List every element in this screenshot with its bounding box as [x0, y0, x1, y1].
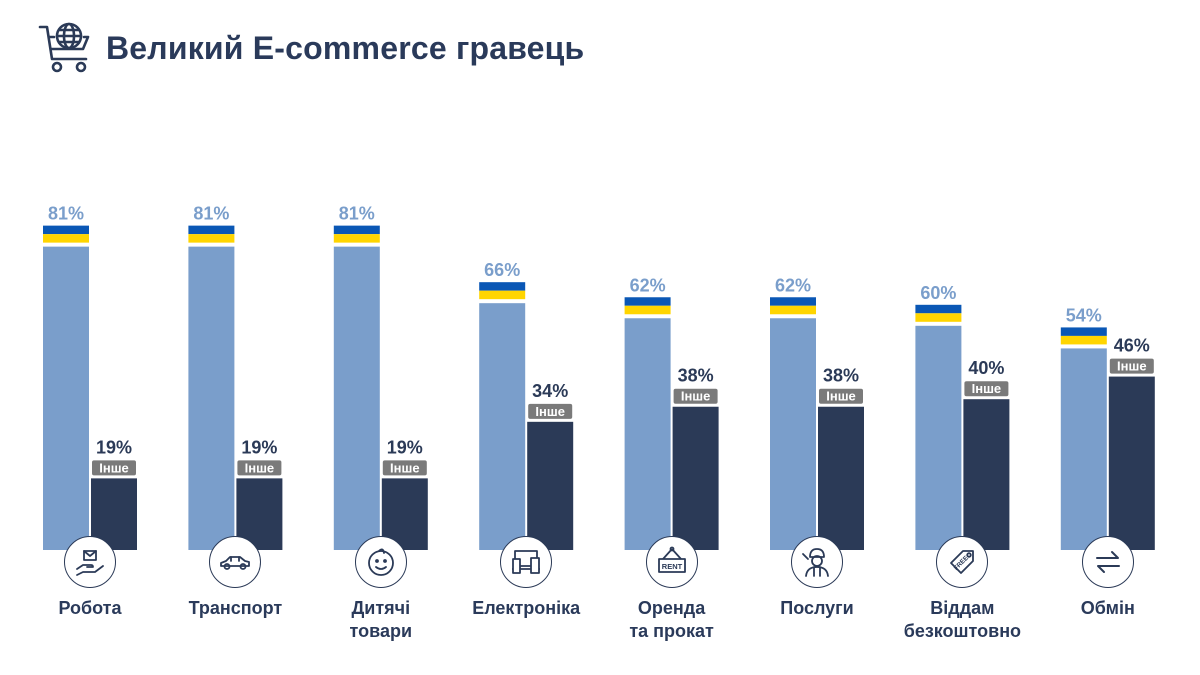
flag-marker-blue	[333, 225, 380, 235]
other-tag-label: Інше	[1117, 359, 1147, 374]
bar-other	[1108, 376, 1155, 550]
other-tag-label: Інше	[972, 381, 1002, 396]
other-tag-bg	[964, 381, 1009, 397]
value-label-other: 19%	[241, 437, 277, 457]
other-tag-bg	[237, 460, 282, 476]
category-label: Робота	[58, 598, 122, 618]
category-label: Обмін	[1080, 598, 1135, 618]
value-label-other: 34%	[532, 381, 568, 401]
value-label-ukraine: 81%	[339, 204, 375, 224]
flag-marker-yellow	[915, 313, 962, 322]
value-label-ukraine: 62%	[630, 275, 666, 295]
other-tag-bg	[819, 388, 863, 404]
category-label: Дитячі товари	[349, 598, 413, 641]
other-tag-bg	[528, 403, 573, 419]
car-icon	[209, 536, 262, 588]
other-tag-bg	[382, 460, 427, 476]
bar-other	[818, 406, 864, 550]
value-label-ukraine: 81%	[48, 204, 84, 224]
other-tag-bg	[673, 388, 718, 404]
devices-icon	[500, 536, 553, 588]
flag-marker-blue	[188, 225, 235, 235]
flag-marker-yellow	[43, 234, 89, 243]
value-label-ukraine: 66%	[484, 260, 520, 280]
other-tag-label: Інше	[535, 404, 565, 419]
header: Великий E-commerce гравець	[38, 18, 584, 78]
exchange-arrows-icon	[1081, 536, 1134, 588]
other-tag-bg	[1109, 358, 1154, 374]
bar-ukraine	[915, 325, 962, 550]
bar-ukraine	[479, 303, 526, 550]
bar-ukraine	[188, 246, 235, 550]
bar-other	[527, 421, 574, 550]
bar-other	[963, 399, 1010, 550]
flag-marker-yellow	[1060, 335, 1107, 345]
value-label-other: 19%	[387, 437, 423, 457]
worker-icon	[791, 536, 843, 588]
value-label-ukraine: 62%	[775, 275, 811, 295]
value-label-ukraine: 81%	[193, 204, 229, 224]
bar-ukraine	[333, 246, 380, 550]
other-tag-label: Інше	[99, 460, 129, 475]
flag-marker-yellow	[333, 234, 380, 243]
free-tag-icon: FREE	[936, 536, 989, 588]
flag-marker-blue	[770, 297, 816, 306]
flag-marker-yellow	[624, 305, 671, 315]
value-label-other: 46%	[1114, 336, 1150, 356]
bar-ukraine	[770, 318, 816, 550]
bar-ukraine	[43, 246, 89, 550]
category-label: Транспорт	[188, 598, 283, 618]
value-label-other: 38%	[678, 366, 714, 386]
flag-marker-blue	[624, 297, 671, 306]
category-label: Електроніка	[472, 598, 581, 618]
page-title: Великий E-commerce гравець	[106, 29, 585, 66]
bar-other	[672, 406, 719, 550]
rent-sign-icon: RENT	[645, 536, 698, 588]
other-tag-bg	[92, 460, 136, 476]
flag-marker-yellow	[479, 290, 526, 300]
value-label-other: 19%	[96, 437, 132, 457]
hand-envelope-icon	[64, 536, 116, 588]
bar-ukraine	[1060, 348, 1107, 550]
value-label-other: 40%	[968, 358, 1004, 378]
value-label-other: 38%	[823, 366, 859, 386]
flag-marker-blue	[1060, 327, 1107, 336]
category-label: Послуги	[780, 598, 854, 618]
other-tag-label: Інше	[826, 389, 856, 404]
other-tag-label: Інше	[245, 460, 275, 475]
category-label: Оренда та прокат	[629, 598, 714, 641]
globe-cart-icon	[38, 22, 90, 73]
baby-face-icon	[354, 536, 407, 588]
value-label-ukraine: 60%	[920, 283, 956, 303]
value-label-ukraine: 54%	[1066, 305, 1102, 325]
flag-marker-blue	[43, 225, 89, 235]
flag-marker-blue	[915, 304, 962, 314]
other-tag-label: Інше	[390, 460, 420, 475]
flag-marker-yellow	[770, 305, 816, 315]
flag-marker-blue	[479, 282, 526, 291]
svg-text:RENT: RENT	[661, 562, 682, 571]
bar-ukraine	[624, 318, 671, 550]
flag-marker-yellow	[188, 234, 235, 243]
other-tag-label: Інше	[681, 389, 711, 404]
category-label: Віддам безкоштовно	[903, 598, 1022, 641]
